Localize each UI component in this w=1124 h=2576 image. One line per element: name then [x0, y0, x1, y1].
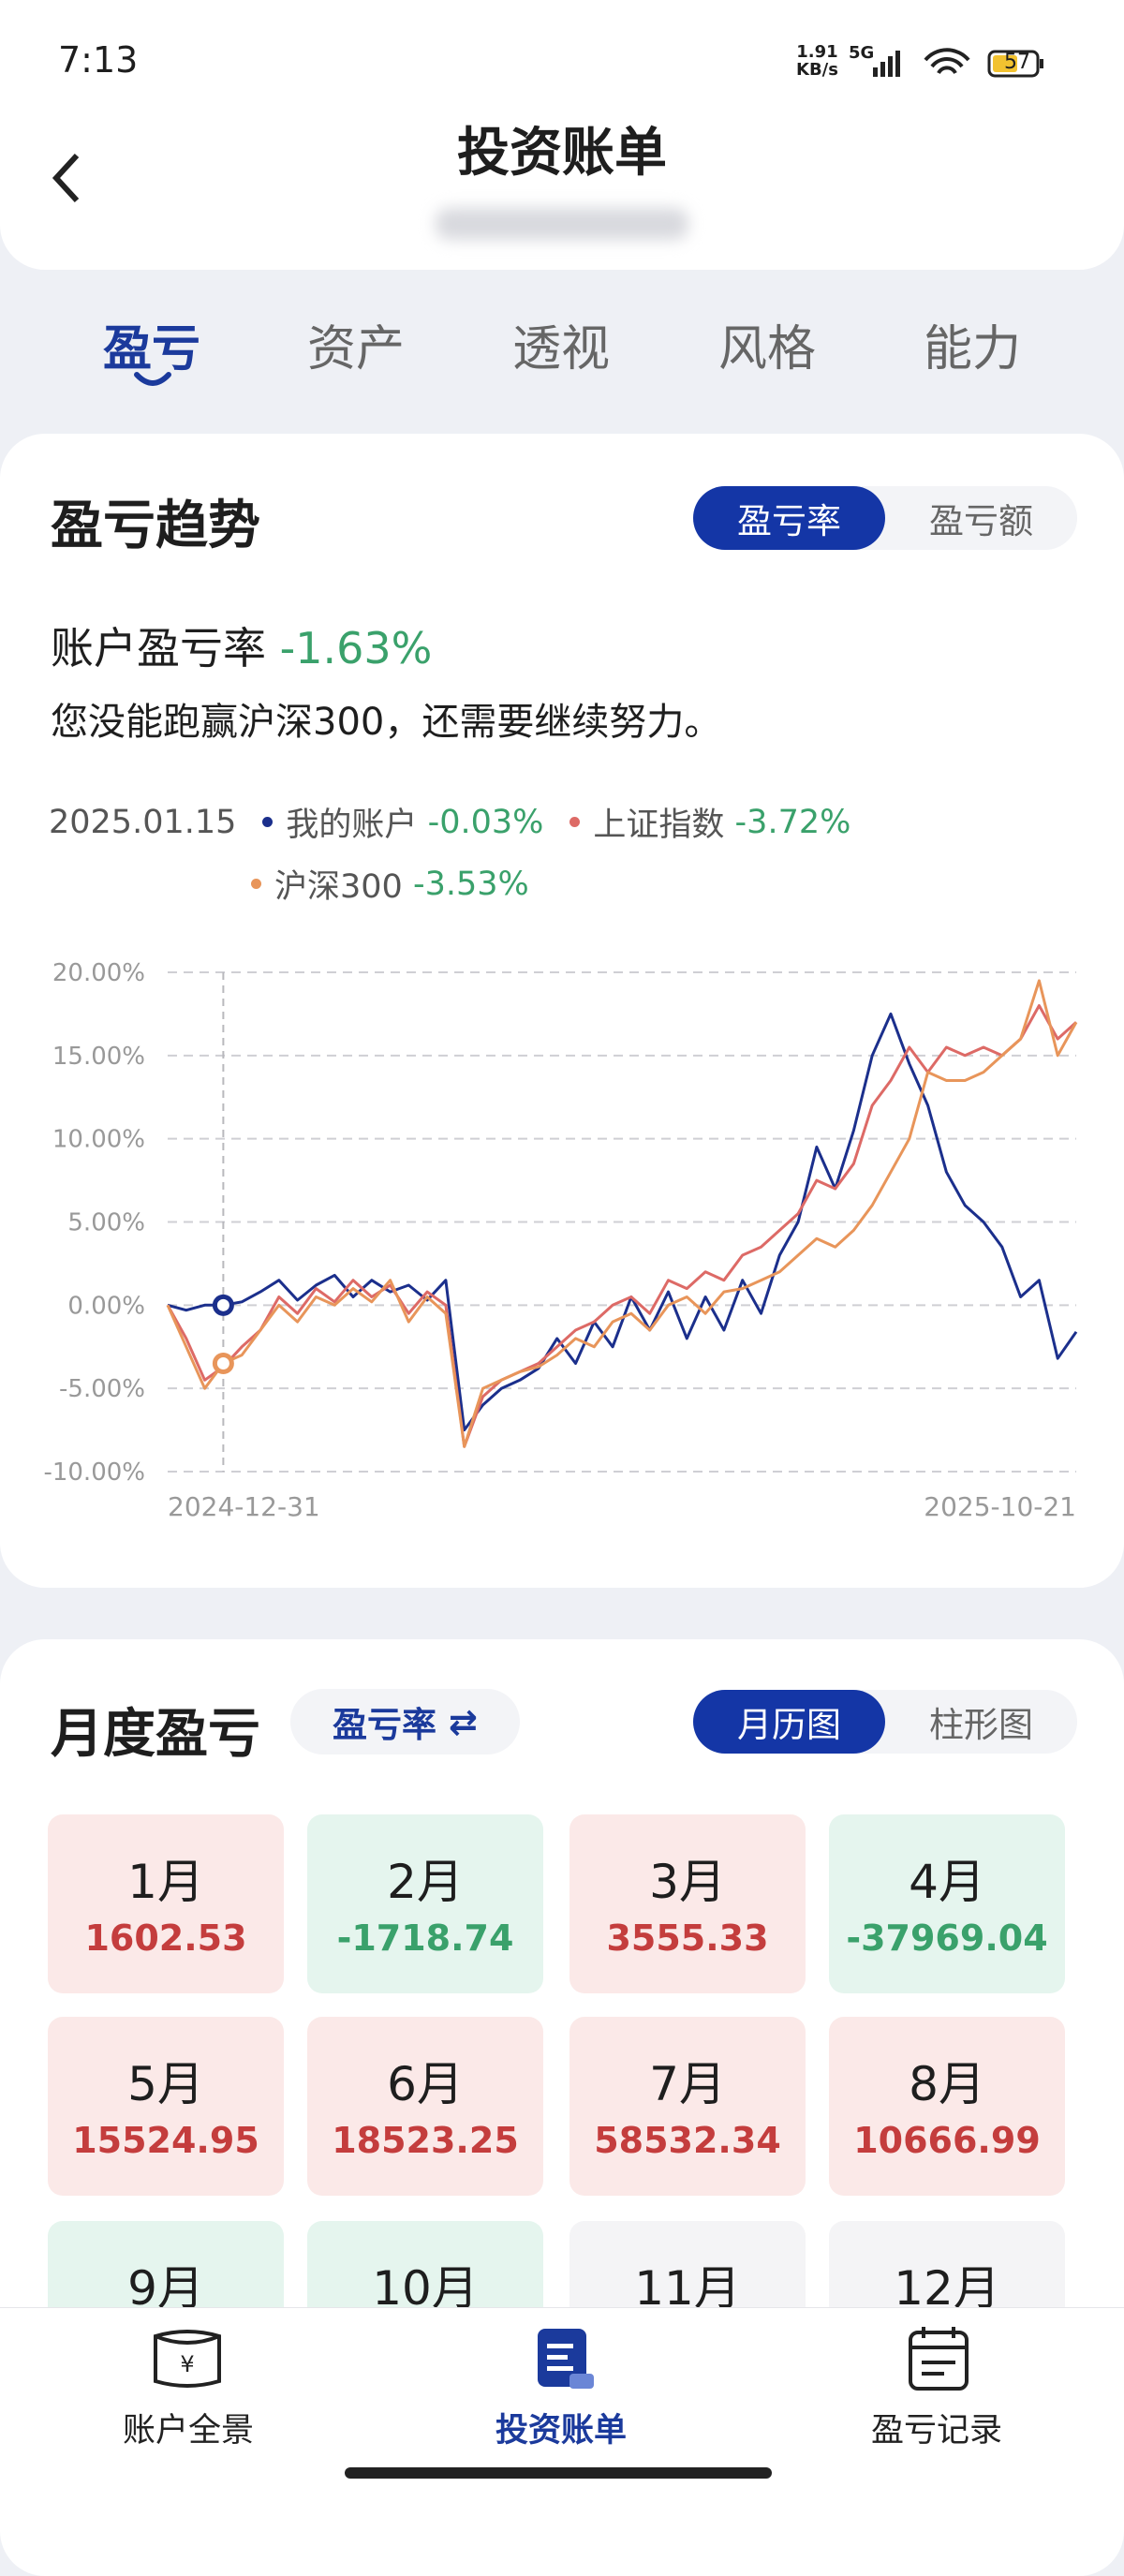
trend-toggle: 盈亏率 盈亏额 — [693, 486, 1077, 550]
month-cell: 5月 15524.95 — [48, 2017, 284, 2196]
crosshair-marker — [212, 1353, 234, 1375]
metric-switch[interactable]: 盈亏率 ⇄ — [290, 1689, 520, 1754]
series-line — [166, 1004, 1078, 1448]
legend-date: 2025.01.15 — [49, 803, 237, 841]
month-label: 4月 — [909, 1855, 985, 1909]
nav-icon-bill — [538, 2329, 594, 2389]
net-speed: 1.91 KB/s — [796, 43, 838, 79]
month-cell: 11月 — [569, 2221, 806, 2316]
legend-name: 上证指数 — [593, 807, 725, 844]
month-value: 15524.95 — [72, 2120, 259, 2161]
nav-label[interactable]: 账户全景 — [122, 2412, 254, 2450]
nav-icon-overview: ¥ — [154, 2330, 221, 2388]
toggle-calendar[interactable]: 月历图 — [693, 1690, 885, 1754]
month-value: 58532.34 — [594, 2120, 781, 2161]
monthly-title: 月度盈亏 — [51, 1704, 260, 1765]
legend-dot — [262, 817, 274, 827]
month-label: 12月 — [894, 2261, 1000, 2316]
trend-message: 您没能跑赢沪深300，还需要继续努力。 — [51, 701, 722, 744]
nav-icon-record — [909, 2327, 969, 2391]
y-tick-label: -10.00% — [43, 1458, 145, 1487]
speed-unit: KB/s — [796, 60, 838, 80]
toggle-bars[interactable]: 柱形图 — [929, 1705, 1033, 1745]
month-label: 8月 — [909, 2057, 985, 2111]
tab[interactable]: 资产 — [306, 321, 405, 378]
trend-chart: -10.00% -5.00% 0.00% 5.00% 10.00% 15.00% 20.00… — [43, 959, 1078, 1522]
y-tick-label: 10.00% — [52, 1126, 145, 1154]
crosshair-marker — [212, 1294, 234, 1316]
page-title: 投资账单 — [457, 123, 667, 184]
month-label: 9月 — [127, 2261, 204, 2316]
month-cell: 10月 — [307, 2221, 543, 2316]
month-label: 11月 — [634, 2261, 741, 2316]
legend-name: 我的账户 — [286, 807, 418, 844]
trend-title: 盈亏趋势 — [51, 496, 260, 556]
y-tick-label: 20.00% — [52, 959, 145, 987]
tab[interactable]: 透视 — [511, 321, 610, 378]
legend-value: -3.72% — [734, 803, 851, 841]
x-tick-label: 2025-10-21 — [924, 1491, 1076, 1522]
month-label: 7月 — [649, 2057, 726, 2111]
month-cell: 4月 -37969.04 — [829, 1814, 1065, 1993]
nav-label[interactable]: 投资账单 — [495, 2412, 627, 2450]
legend-name: 沪深300 — [274, 868, 403, 906]
y-tick-label: 15.00% — [52, 1043, 145, 1071]
toggle-amount[interactable]: 盈亏额 — [929, 501, 1033, 541]
month-value: -1718.74 — [336, 1917, 514, 1959]
legend-dot — [251, 879, 261, 889]
tab-indicator — [134, 372, 171, 386]
toggle-rate[interactable]: 盈亏率 — [693, 486, 885, 550]
legend-row-1: 2025.01.15 我的账户 -0.03% 上证指数 -3.72% — [49, 798, 850, 846]
legend-value: -0.03% — [427, 803, 544, 841]
y-tick-label: 5.00% — [67, 1209, 145, 1237]
month-cell: 7月 58532.34 — [569, 2017, 806, 2196]
home-indicator — [345, 2467, 772, 2479]
rate-label: 账户盈亏率 — [51, 623, 266, 674]
y-tick-label: 0.00% — [67, 1292, 145, 1320]
metric-label: 盈亏率 — [333, 1705, 437, 1745]
month-cell: 2月 -1718.74 — [307, 1814, 543, 1993]
legend-value: -3.53% — [412, 865, 529, 903]
legend-row-2: 沪深300 -3.53% — [225, 860, 529, 908]
y-tick-label: -5.00% — [59, 1375, 145, 1403]
status-icons — [873, 48, 1043, 78]
battery-level: 57 — [1004, 51, 1030, 74]
speed-value: 1.91 — [796, 42, 838, 62]
tab[interactable]: 能力 — [923, 321, 1021, 378]
tab[interactable]: 盈亏 — [102, 321, 200, 378]
month-label: 10月 — [372, 2261, 479, 2316]
month-value: 10666.99 — [853, 2120, 1041, 2161]
month-label: 5月 — [127, 2057, 204, 2111]
view-toggle: 月历图 柱形图 — [693, 1690, 1077, 1754]
month-value: 3555.33 — [606, 1917, 769, 1959]
month-value: 1602.53 — [84, 1917, 247, 1959]
month-cell: 6月 18523.25 — [307, 2017, 543, 2196]
tab[interactable]: 风格 — [717, 321, 816, 378]
network-type: 5G — [849, 43, 875, 63]
series-line — [166, 979, 1078, 1448]
masked-account — [436, 208, 688, 240]
status-time: 7:13 — [58, 39, 139, 81]
month-cell: 8月 10666.99 — [829, 2017, 1065, 2196]
series-line — [167, 1012, 1078, 1432]
month-cell: 3月 3555.33 — [569, 1814, 806, 1993]
month-label: 1月 — [127, 1855, 204, 1909]
month-cell: 1月 1602.53 — [48, 1814, 284, 1993]
legend-dot — [569, 817, 581, 827]
trend-card — [0, 434, 1124, 1588]
month-cell: 12月 — [829, 2221, 1065, 2316]
month-value: 18523.25 — [332, 2120, 519, 2161]
month-value: -37969.04 — [846, 1917, 1048, 1959]
rate-value: -1.63% — [279, 623, 433, 674]
rate-row: 账户盈亏率 -1.63% — [51, 614, 432, 676]
svg-text:¥: ¥ — [180, 2351, 194, 2377]
month-label: 3月 — [649, 1855, 726, 1909]
month-label: 6月 — [387, 2057, 464, 2111]
nav-label[interactable]: 盈亏记录 — [870, 2412, 1002, 2450]
back-button[interactable] — [47, 150, 84, 206]
month-label: 2月 — [387, 1855, 464, 1909]
x-tick-label: 2024-12-31 — [168, 1491, 320, 1522]
month-cell: 9月 — [48, 2221, 284, 2316]
